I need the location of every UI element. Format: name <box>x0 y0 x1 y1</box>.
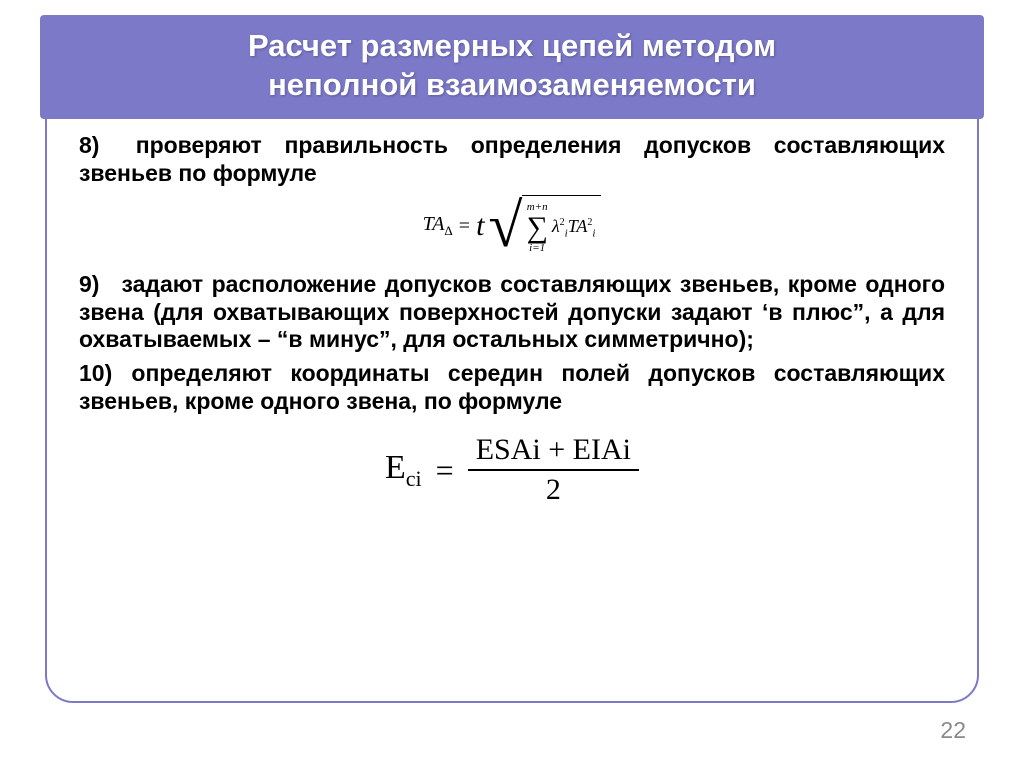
formula-1-radicand: m+n ∑ i=1 λ2iTA2i <box>522 195 601 257</box>
formula-1-delta: Δ <box>444 223 452 238</box>
formula-2-denominator: 2 <box>468 469 639 507</box>
num-a: ESAi <box>476 433 541 466</box>
item-8-text: проверяют правильность определения допус… <box>79 132 945 186</box>
TA-i: i <box>592 227 595 239</box>
formula-2-numerator: ESAi + EIAi <box>468 433 639 469</box>
formula-2-fraction: ESAi + EIAi 2 <box>468 433 639 507</box>
item-10-num: 10) <box>79 360 113 388</box>
formula-2: Eci = ESAi + EIAi 2 <box>385 433 639 507</box>
item-9: 9) задают расположение допусков составля… <box>79 271 945 354</box>
formula-1-radical: √ m+n ∑ i=1 λ2iTA2i <box>488 195 601 257</box>
content-frame: 8) проверяют правильность определения до… <box>45 68 979 703</box>
item-8-num: 8) <box>79 132 113 160</box>
slide-title-banner: Расчет размерных цепей методом неполной … <box>40 15 984 119</box>
formula-1: TAΔ = t √ m+n ∑ i=1 λ2iTA2i <box>423 195 602 257</box>
item-10: 10) определяют координаты середин полей … <box>79 360 945 415</box>
formula-2-ci: ci <box>406 466 422 491</box>
sigma-icon: ∑ <box>526 213 547 243</box>
page-number: 22 <box>940 717 966 744</box>
formula-1-TA: TA <box>423 213 445 235</box>
lambda: λ <box>552 216 560 236</box>
item-8: 8) проверяют правильность определения до… <box>79 132 945 187</box>
formula-1-lhs: TAΔ <box>423 213 453 239</box>
formula-2-row: Eci = ESAi + EIAi 2 <box>79 433 945 507</box>
formula-1-term: λ2iTA2i <box>552 216 596 240</box>
formula-2-E: E <box>385 449 406 486</box>
item-10-text: определяют координаты середин полей допу… <box>79 360 945 414</box>
lambda-sq: 2 <box>560 217 565 228</box>
formula-1-eq: = <box>459 215 470 238</box>
title-line-1: Расчет размерных цепей методом <box>60 27 964 66</box>
item-9-num: 9) <box>79 271 113 299</box>
formula-1-t: t <box>476 209 484 243</box>
formula-2-lhs: Eci <box>385 449 422 492</box>
sum-lower: i=1 <box>529 243 545 254</box>
sigma-block: m+n ∑ i=1 <box>526 202 547 254</box>
num-b: EIAi <box>573 433 631 466</box>
formula-2-eq: = <box>436 452 454 489</box>
formula-1-row: TAΔ = t √ m+n ∑ i=1 λ2iTA2i <box>79 195 945 257</box>
title-line-2: неполной взаимозаменяемости <box>60 66 964 105</box>
radical-icon: √ <box>488 195 522 257</box>
item-9-text: задают расположение допусков составляющи… <box>79 271 945 352</box>
num-plus: + <box>548 433 565 466</box>
TA2: TA <box>568 216 588 236</box>
